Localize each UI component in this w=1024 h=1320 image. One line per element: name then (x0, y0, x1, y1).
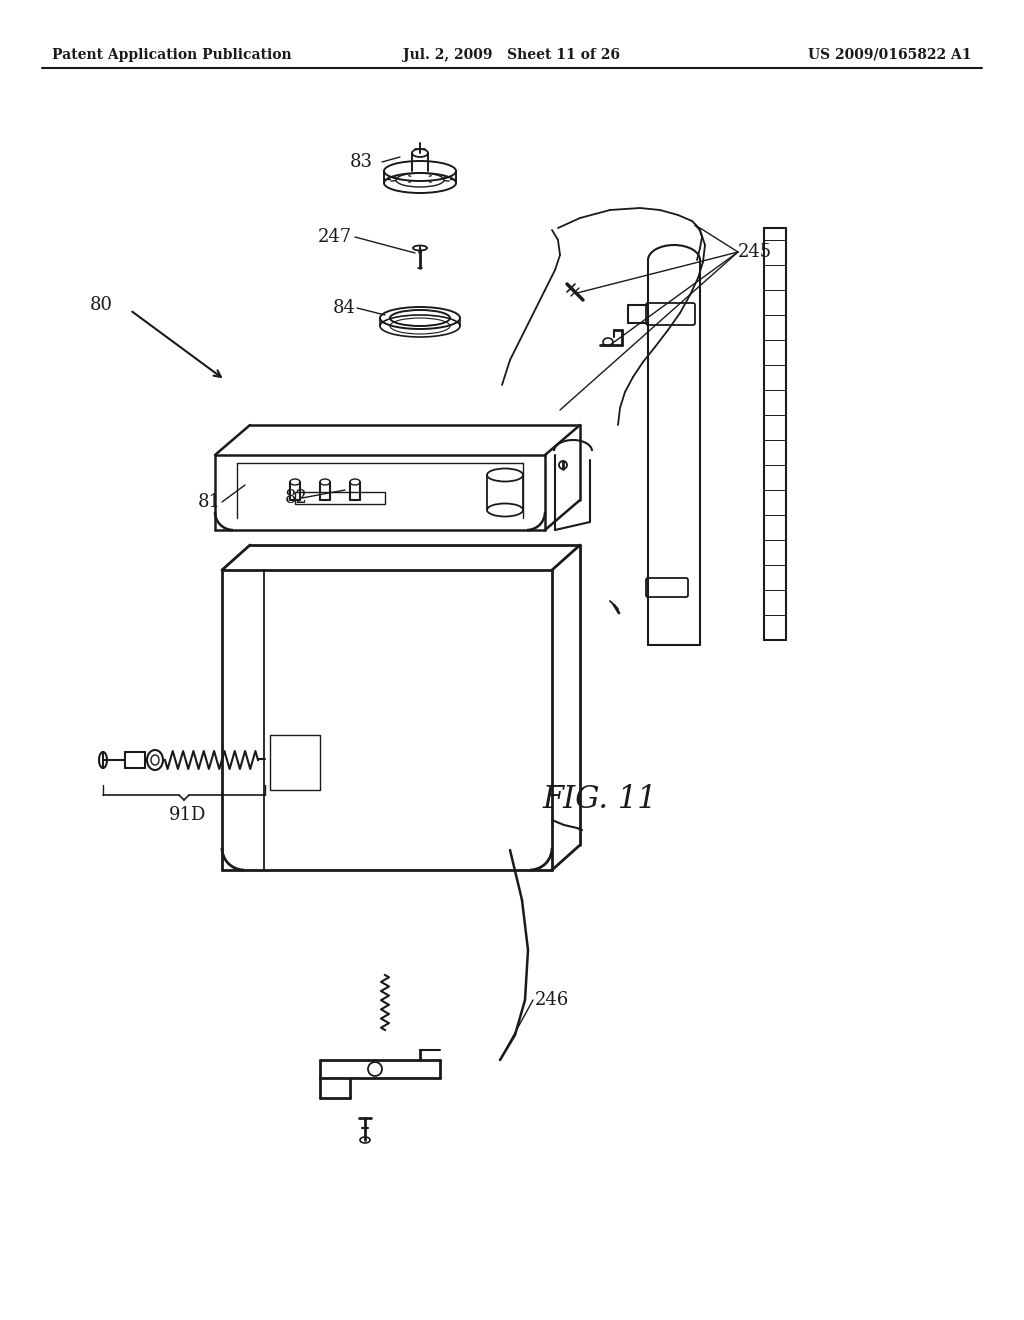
Text: FIG. 11: FIG. 11 (543, 784, 657, 816)
Text: Jul. 2, 2009   Sheet 11 of 26: Jul. 2, 2009 Sheet 11 of 26 (403, 48, 621, 62)
Text: 81: 81 (198, 492, 221, 511)
Text: 91D: 91D (169, 807, 207, 824)
Text: 84: 84 (333, 300, 356, 317)
Text: Patent Application Publication: Patent Application Publication (52, 48, 292, 62)
Text: 82: 82 (285, 488, 308, 507)
Text: 83: 83 (350, 153, 373, 172)
Bar (270, 735, 319, 789)
Text: 245: 245 (738, 243, 772, 261)
Text: US 2009/0165822 A1: US 2009/0165822 A1 (809, 48, 972, 62)
Bar (295, 492, 385, 504)
Text: 247: 247 (318, 228, 352, 246)
Text: 246: 246 (535, 991, 569, 1008)
Text: 80: 80 (90, 296, 113, 314)
